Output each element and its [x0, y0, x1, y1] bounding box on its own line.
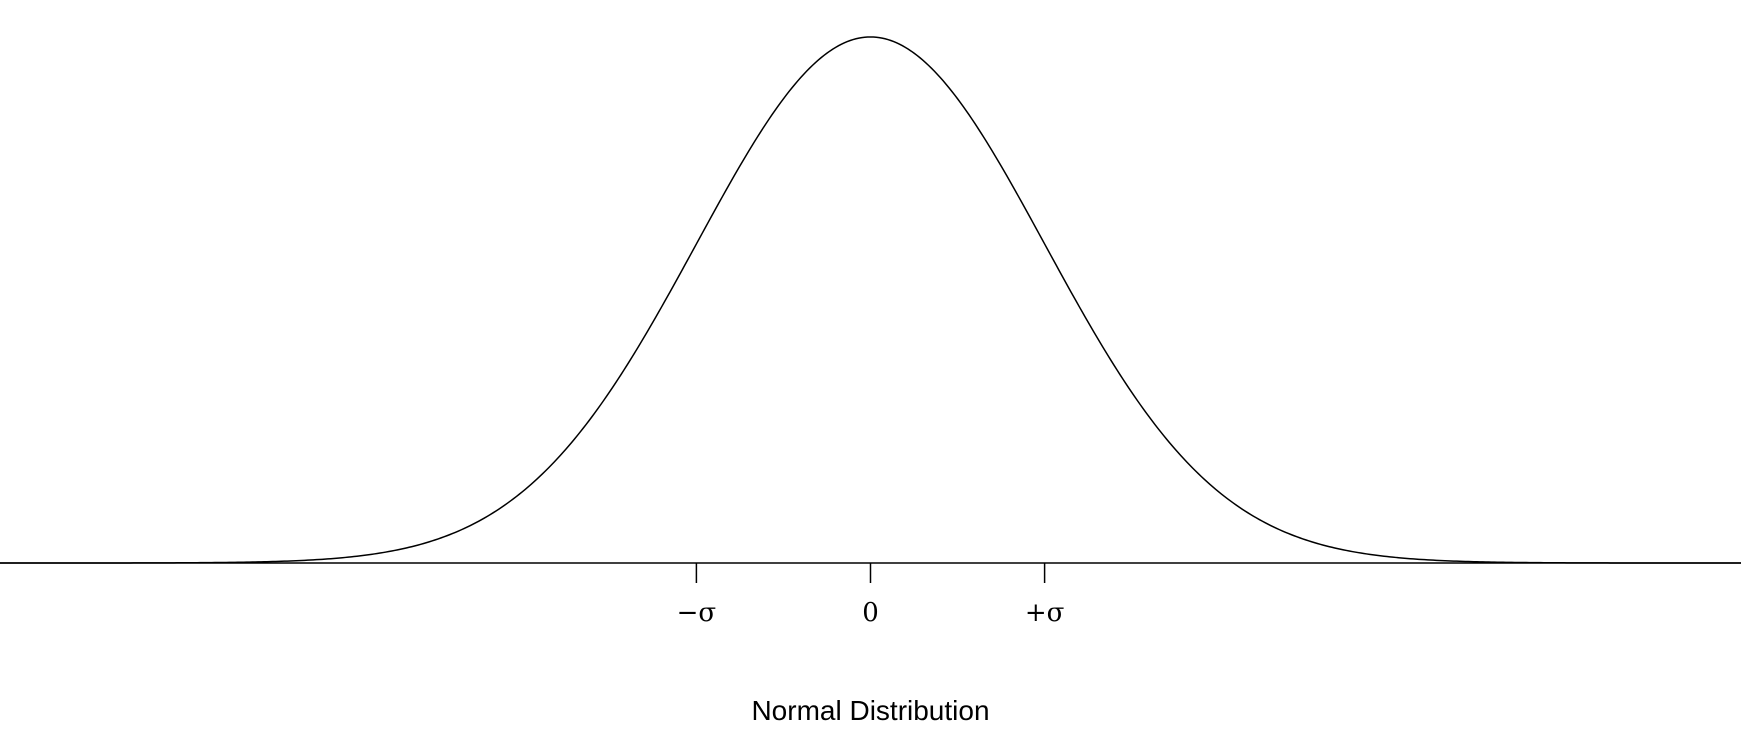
x-axis-label: Normal Distribution — [751, 695, 989, 726]
x-tick-label: +σ — [1025, 598, 1065, 628]
density-curve — [0, 36, 1741, 564]
x-axis-ticks: −σ 0 +σ — [677, 563, 1065, 628]
x-tick-label: −σ — [677, 598, 717, 628]
x-tick-label: 0 — [862, 598, 879, 628]
